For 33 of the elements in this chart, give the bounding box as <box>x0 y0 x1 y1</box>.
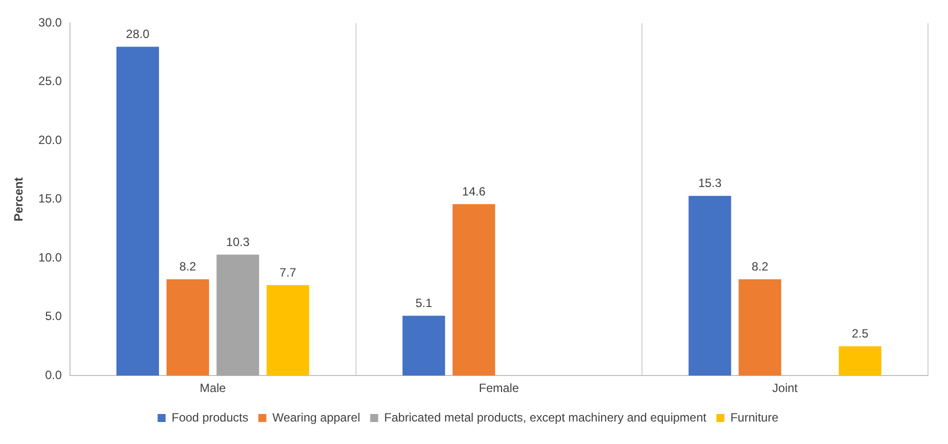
bar <box>402 316 446 376</box>
data-label: 14.6 <box>462 184 486 198</box>
data-label: 8.2 <box>179 260 196 274</box>
bar <box>838 346 882 376</box>
legend-label: Fabricated metal products, except machinery and equipment <box>384 410 708 424</box>
data-label: 10.3 <box>226 234 250 249</box>
legend-label: Food products <box>172 410 248 424</box>
data-label: 28.0 <box>126 27 150 42</box>
bar <box>452 204 496 376</box>
bar <box>266 285 310 376</box>
y-tick-label: 5.0 <box>45 309 62 324</box>
bar <box>688 196 732 376</box>
bar <box>116 46 159 376</box>
legend-label: Furniture <box>730 410 779 424</box>
y-tick-label: 30.0 <box>38 16 62 30</box>
y-tick-label: 25.0 <box>38 74 62 88</box>
bar <box>216 254 260 376</box>
x-tick-label: Joint <box>772 381 798 396</box>
x-tick-label: Male <box>200 381 226 396</box>
data-label: 5.1 <box>415 296 432 310</box>
y-tick-label: 10.0 <box>38 250 62 264</box>
data-label: 15.3 <box>698 176 722 190</box>
x-tick-label: Female <box>478 381 520 396</box>
legend-label: Wearing apparel <box>272 410 360 424</box>
y-axis-title: Percent <box>12 177 26 222</box>
bar <box>166 279 210 376</box>
data-label: 8.2 <box>752 260 769 274</box>
y-tick-label: 20.0 <box>38 132 62 147</box>
y-tick-label: 0.0 <box>45 368 62 382</box>
data-label: 2.5 <box>852 326 869 341</box>
data-label: 7.7 <box>280 265 297 280</box>
y-tick-label: 15.0 <box>38 192 62 206</box>
bar <box>738 279 782 376</box>
